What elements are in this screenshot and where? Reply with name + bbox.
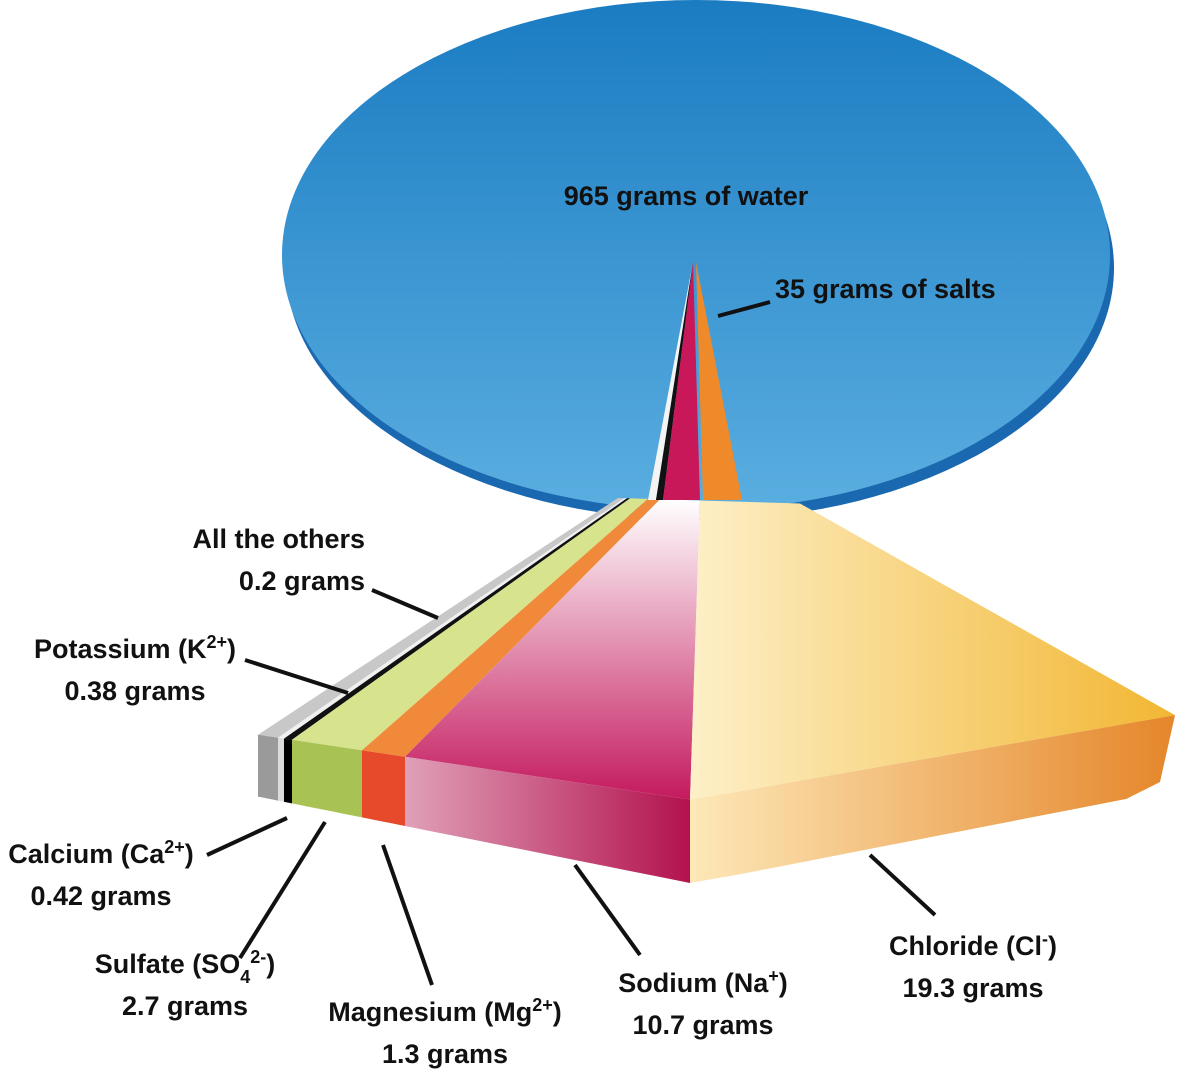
name-part: Magnesium (Mg xyxy=(328,997,532,1027)
name-part: Sodium (Na xyxy=(618,968,769,998)
name-part: ) xyxy=(266,949,275,979)
name-part: ) xyxy=(185,839,194,869)
leader-line xyxy=(206,816,288,857)
component-name: Sulfate (SO42-) xyxy=(95,947,276,987)
salt-wedge xyxy=(648,262,742,500)
leader-line xyxy=(244,658,349,695)
wedge-orange xyxy=(696,262,742,500)
component-amount: 0.2 grams xyxy=(239,566,365,596)
fan-front xyxy=(292,739,362,818)
fan-top xyxy=(690,500,1175,800)
component-amount: 2.7 grams xyxy=(122,991,248,1021)
component-amount: 19.3 grams xyxy=(902,973,1043,1003)
name-part: ) xyxy=(1048,931,1057,961)
leader-line xyxy=(717,300,771,318)
component-name: Potassium (K2+) xyxy=(34,632,236,664)
fan-top xyxy=(258,498,624,738)
fan-top xyxy=(405,499,700,800)
name-part: Sulfate (SO xyxy=(95,949,241,979)
fan-top xyxy=(292,498,648,751)
leader-line xyxy=(573,863,642,957)
leader-line xyxy=(238,820,327,960)
name-part: - xyxy=(1042,929,1048,949)
wedge-magenta xyxy=(663,262,700,500)
fan-front xyxy=(405,756,690,883)
name-part: All the others xyxy=(192,524,365,554)
wedge-black xyxy=(656,262,693,500)
component-name: All the others xyxy=(192,524,365,554)
salt-fan xyxy=(258,498,1175,883)
component-name: Calcium (Ca2+) xyxy=(8,837,194,869)
name-part: 2+ xyxy=(532,995,553,1015)
name-part: 2+ xyxy=(164,837,185,857)
name-part: + xyxy=(768,966,779,986)
component-amount: 1.3 grams xyxy=(382,1039,508,1069)
leader-line xyxy=(381,844,434,986)
fan-front xyxy=(258,734,278,801)
name-part: 2- xyxy=(250,947,266,967)
leader-line xyxy=(371,588,439,620)
component-amount: 0.38 grams xyxy=(64,676,205,706)
water-disc xyxy=(282,0,1110,510)
name-part: Chloride (Cl xyxy=(889,931,1042,961)
fan-top xyxy=(284,498,630,740)
fan-front xyxy=(284,738,292,804)
component-name: Magnesium (Mg2+) xyxy=(328,995,562,1027)
leader-line xyxy=(868,853,937,917)
wedge-white xyxy=(648,262,693,500)
component-amount: 0.42 grams xyxy=(30,881,171,911)
name-part: ) xyxy=(227,634,236,664)
name-part: ) xyxy=(553,997,562,1027)
name-part: ) xyxy=(779,968,788,998)
component-name: Sodium (Na+) xyxy=(618,966,788,998)
name-part: 4 xyxy=(240,967,250,987)
name-part: Potassium (K xyxy=(34,634,207,664)
fan-front xyxy=(690,715,1175,883)
name-part: 2+ xyxy=(207,632,228,652)
name-part: Calcium (Ca xyxy=(8,839,165,869)
fan-front xyxy=(278,737,284,802)
water-label: 965 grams of water xyxy=(564,181,809,211)
component-amount: 10.7 grams xyxy=(632,1010,773,1040)
salts-label: 35 grams of salts xyxy=(775,274,996,304)
component-name: Chloride (Cl-) xyxy=(889,929,1057,961)
fan-front xyxy=(362,750,405,826)
fan-top xyxy=(278,498,627,739)
fan-top xyxy=(362,498,660,757)
